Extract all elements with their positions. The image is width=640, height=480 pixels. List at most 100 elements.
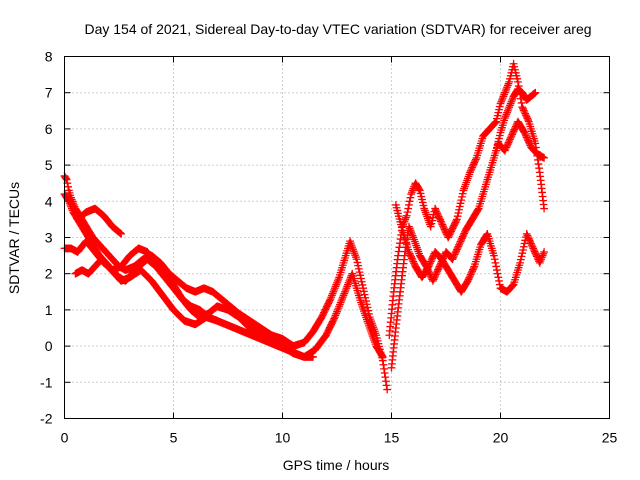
data-point — [512, 71, 521, 80]
data-point — [397, 220, 405, 229]
data-point — [493, 143, 501, 152]
data-point — [490, 255, 499, 264]
data-point — [455, 205, 463, 214]
data-point — [393, 206, 402, 215]
y-tick-label: -1 — [40, 374, 53, 390]
data-point — [394, 212, 403, 221]
data-point — [362, 297, 370, 305]
data-point — [427, 219, 436, 228]
data-point — [397, 223, 406, 232]
data-point — [453, 215, 461, 224]
data-point — [505, 77, 514, 86]
data-point — [493, 140, 502, 149]
series-track-f — [385, 59, 548, 340]
data-point — [520, 239, 529, 248]
data-point — [495, 105, 503, 114]
data-point — [494, 273, 503, 282]
data-point — [403, 208, 412, 217]
data-point — [64, 196, 72, 204]
data-point — [378, 353, 387, 361]
y-tick-label: 7 — [45, 85, 53, 101]
y-axis-label: SDTVAR / TECUs — [6, 182, 22, 294]
data-point — [506, 74, 514, 83]
data-point — [531, 88, 540, 97]
data-point — [395, 215, 404, 223]
data-point — [457, 196, 466, 204]
data-point — [352, 255, 361, 264]
series-track-d — [71, 255, 221, 329]
data-point — [517, 252, 526, 261]
data-point — [492, 262, 500, 271]
data-point — [492, 146, 500, 155]
data-point — [404, 204, 413, 213]
data-point — [458, 193, 466, 201]
data-point — [428, 216, 437, 225]
data-point — [495, 280, 504, 289]
data-point — [415, 186, 424, 195]
data-point — [355, 268, 364, 276]
data-point — [516, 255, 525, 264]
data-point — [213, 316, 221, 325]
y-tick-label: 5 — [45, 157, 53, 173]
data-point — [402, 211, 411, 220]
data-point — [406, 193, 415, 202]
data-point — [463, 278, 471, 286]
data-point — [405, 197, 414, 206]
data-point — [372, 331, 381, 340]
data-point — [356, 271, 365, 280]
y-tick-label: 6 — [45, 121, 53, 137]
data-point — [423, 263, 432, 272]
y-tick-label: 3 — [45, 230, 53, 246]
data-point — [360, 290, 369, 299]
plot-frame — [64, 56, 610, 419]
data-point — [353, 258, 362, 267]
data-point — [495, 134, 503, 143]
data-point — [419, 201, 428, 210]
data-point — [417, 192, 426, 201]
data-point — [516, 258, 524, 267]
x-axis-label: GPS time / hours — [283, 457, 390, 473]
y-tick-label: 4 — [45, 193, 53, 209]
data-point — [490, 251, 498, 260]
series-track-a — [60, 172, 391, 394]
data-point — [509, 281, 517, 290]
data-point — [357, 274, 365, 283]
data-point — [493, 111, 502, 120]
data-point — [519, 246, 527, 254]
series-track-i — [492, 85, 540, 155]
data-point — [418, 198, 427, 207]
data-point — [309, 353, 317, 361]
data-point — [63, 179, 72, 188]
data-point — [418, 195, 426, 204]
data-point — [474, 205, 482, 214]
data-point — [493, 114, 501, 123]
x-tick-label: 5 — [170, 430, 178, 446]
data-point — [358, 281, 367, 289]
data-point — [493, 269, 502, 278]
x-tick-label: 0 — [61, 430, 69, 446]
y-tick-label: 2 — [45, 266, 53, 282]
x-tick-label: 20 — [493, 430, 509, 446]
data-point — [511, 68, 520, 77]
data-point — [365, 310, 373, 318]
data-point — [494, 108, 503, 117]
data-point — [64, 182, 72, 191]
data-point — [62, 174, 70, 183]
data-point — [383, 385, 391, 394]
data-point — [491, 118, 500, 127]
y-tick-label: -2 — [40, 411, 53, 427]
series-track-e — [73, 204, 126, 238]
data-point — [495, 102, 504, 111]
data-point — [454, 209, 463, 217]
data-point — [396, 217, 405, 226]
data-point — [360, 287, 368, 296]
data-point — [540, 248, 548, 256]
chart-title: Day 154 of 2021, Sidereal Day-to-day VTE… — [84, 21, 591, 37]
data-point — [518, 249, 527, 258]
data-point — [495, 277, 503, 285]
y-tick-label: 8 — [45, 49, 53, 65]
data-point — [359, 284, 368, 293]
x-tick-label: 15 — [384, 430, 400, 446]
data-point — [519, 127, 528, 136]
